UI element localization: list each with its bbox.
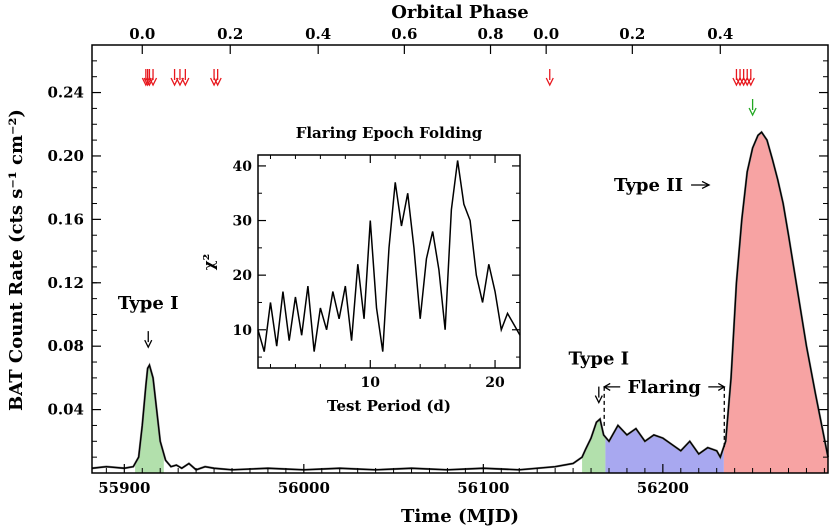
flaring-right-head — [717, 382, 726, 391]
inset-chart: 10 20 10 20 30 40 Flaring Epoch Folding Test … — [200, 124, 521, 415]
annotation-flaring: Flaring — [628, 377, 702, 398]
y-tick-label-4: 0.20 — [47, 147, 84, 165]
red-arrow-9 — [545, 69, 554, 87]
inset-y-tick-label-3: 40 — [233, 159, 253, 175]
red-arrow-0-head — [141, 77, 150, 87]
shaded-regions — [135, 132, 828, 473]
red-arrow-14 — [746, 69, 755, 87]
top-tick-label-5: 0.0 — [533, 25, 559, 43]
green-arrow-0 — [748, 99, 757, 117]
type-i-arrow-1 — [594, 386, 603, 405]
top-axis-title: Orbital Phase — [391, 2, 529, 23]
inset-ticks: 10 20 10 20 30 40 — [233, 155, 521, 391]
axis-ticks — [92, 45, 828, 473]
shaded-region-2 — [605, 425, 724, 473]
annotations: Type I Type I Type II Flaring — [118, 175, 726, 448]
red-arrow-14-head — [746, 77, 755, 87]
y-tick-label-5: 0.24 — [47, 84, 84, 102]
red-arrow-13-head — [743, 77, 752, 87]
top-tick-label-7: 0.4 — [707, 25, 733, 43]
axis-tick-labels: 55900 56000 56100 562000.040.080.120.160.20… — [47, 25, 733, 497]
y-tick-label-3: 0.16 — [47, 210, 84, 228]
inset-y-tick-label-0: 10 — [233, 323, 253, 339]
red-arrow-6-head — [181, 77, 190, 87]
light-curve-line — [91, 130, 830, 472]
y-axis-title: BAT Count Rate (cts s⁻¹ cm⁻²) — [6, 109, 27, 411]
red-arrow-12-head — [739, 77, 748, 87]
x-tick-label-0: 55900 — [98, 479, 150, 497]
inset-x-axis-title: Test Period (d) — [327, 397, 451, 415]
red-arrow-11-head — [735, 77, 745, 87]
inset-title: Flaring Epoch Folding — [296, 124, 483, 142]
inset-curve — [257, 160, 521, 352]
red-arrow-10-head — [732, 77, 741, 87]
red-arrow-7-head — [209, 77, 219, 87]
inset-y-tick-label-1: 20 — [233, 268, 253, 284]
red-arrow-3-head — [148, 77, 158, 87]
x-tick-label-1: 56000 — [278, 479, 330, 497]
annotation-type-ii: Type II — [614, 175, 683, 196]
y-tick-label-2: 0.12 — [47, 274, 84, 292]
top-tick-label-2: 0.4 — [305, 25, 331, 43]
type-ii-arrow-head — [701, 180, 711, 190]
red-arrow-2-head — [145, 77, 154, 87]
main-plot-frame — [91, 44, 829, 474]
type-i-arrow-1-head — [594, 395, 603, 405]
x-tick-label-2: 56100 — [457, 479, 509, 497]
marker-arrows — [141, 69, 757, 117]
flaring-left-head — [602, 382, 611, 391]
y-tick-label-1: 0.08 — [47, 337, 84, 355]
red-arrow-4 — [170, 69, 179, 87]
top-tick-label-3: 0.6 — [391, 25, 417, 43]
annotation-type-i-1: Type I — [569, 349, 630, 370]
red-arrow-8 — [213, 69, 222, 87]
top-tick-label-0: 0.0 — [129, 25, 155, 43]
inset-y-tick-label-2: 30 — [233, 214, 253, 230]
inset-x-tick-label-0: 10 — [361, 375, 381, 391]
inset-line — [257, 160, 521, 352]
shaded-region-3 — [723, 132, 828, 473]
type-i-arrow-0 — [144, 331, 153, 349]
red-arrow-9-head — [545, 77, 554, 87]
x-axis-title: Time (MJD) — [401, 506, 519, 527]
inset-x-tick-label-1: 20 — [485, 375, 505, 391]
red-arrow-3 — [148, 69, 158, 87]
x-tick-label-3: 56200 — [637, 479, 689, 497]
inset-background — [258, 155, 520, 368]
top-tick-label-1: 0.2 — [217, 25, 243, 43]
light-curve — [91, 131, 829, 471]
inset-frame — [257, 154, 521, 369]
red-arrow-6 — [181, 69, 190, 87]
green-arrow-0-head — [748, 107, 757, 117]
shaded-region-1 — [582, 419, 606, 473]
y-tick-label-0: 0.04 — [47, 401, 84, 419]
annotation-type-i-0: Type I — [118, 293, 179, 314]
red-arrow-5 — [175, 69, 185, 87]
type-i-arrow-0-head — [144, 339, 153, 349]
shaded-region-0 — [135, 365, 164, 473]
inset-y-axis-title: χ² — [200, 254, 218, 270]
top-tick-label-4: 0.8 — [477, 25, 503, 43]
top-tick-label-6: 0.2 — [619, 25, 645, 43]
red-arrow-8-head — [213, 77, 222, 87]
